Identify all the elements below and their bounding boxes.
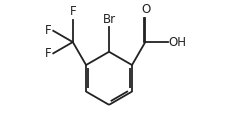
Text: OH: OH: [168, 36, 186, 49]
Text: F: F: [69, 5, 76, 18]
Text: Br: Br: [102, 13, 116, 26]
Text: F: F: [45, 47, 52, 60]
Text: F: F: [45, 24, 52, 37]
Text: O: O: [141, 3, 150, 16]
